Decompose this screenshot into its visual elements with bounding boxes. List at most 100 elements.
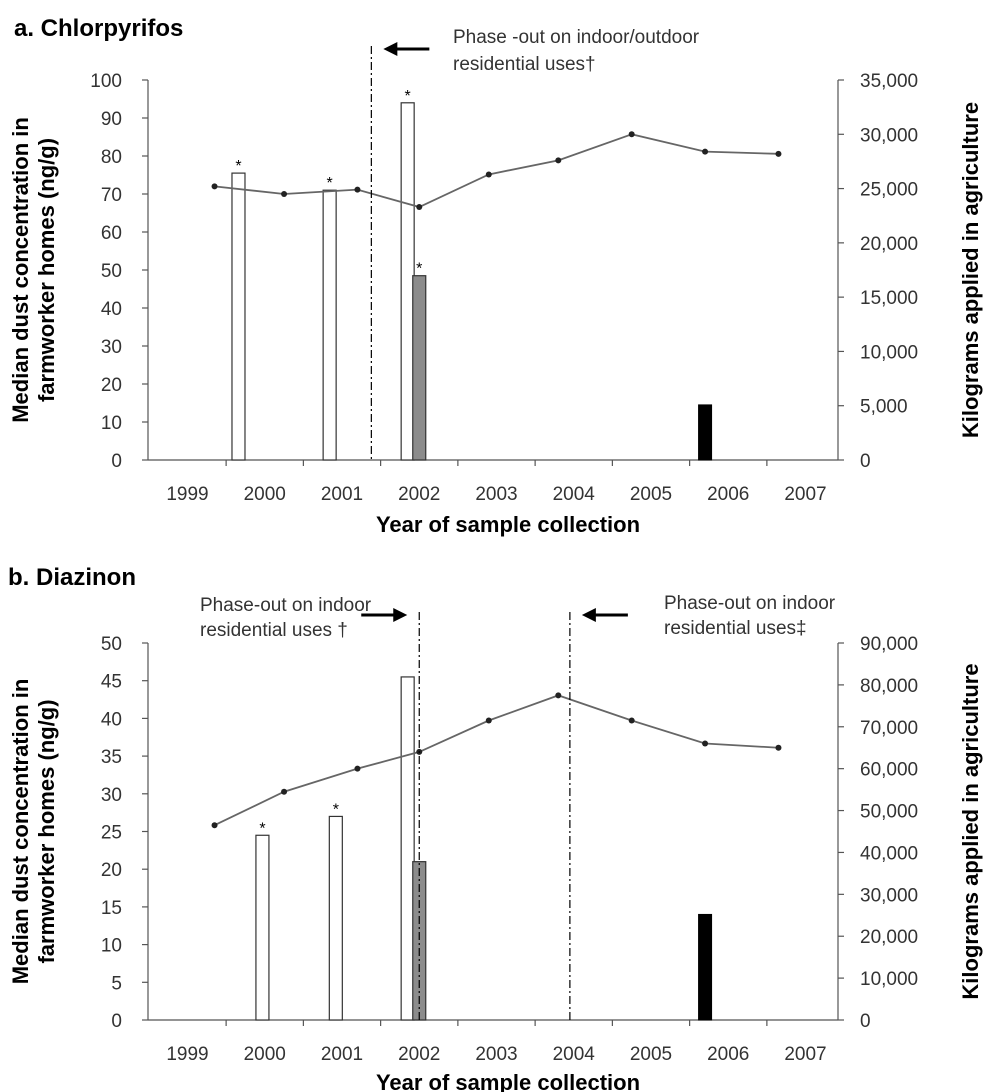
left-y-tick-label: 90 <box>101 109 122 130</box>
right-y-axis-title: Kilograms applied in agriculture <box>958 663 983 999</box>
kilograms-point <box>555 692 562 699</box>
left-y-tick-label: 20 <box>101 375 122 396</box>
x-tick-label: 1999 <box>166 1044 208 1065</box>
right-y-tick-label: 30,000 <box>860 885 918 906</box>
kilograms-point <box>211 822 218 829</box>
kilograms-point <box>211 183 218 190</box>
kilograms-line <box>214 694 779 827</box>
right-y-tick-label: 25,000 <box>860 180 918 201</box>
right-y-tick-label: 40,000 <box>860 843 918 864</box>
phase-out-label: residential uses‡ <box>664 618 807 639</box>
right-y-tick-label: 60,000 <box>860 760 918 781</box>
x-tick-label: 2006 <box>707 484 749 505</box>
right-y-tick-label: 10,000 <box>860 969 918 990</box>
right-y-tick-label: 0 <box>860 451 871 472</box>
x-tick-label: 2005 <box>630 1044 672 1065</box>
right-y-axis-title: Kilograms applied in agriculture <box>958 102 983 438</box>
right-y-tick-label: 80,000 <box>860 676 918 697</box>
phase-out-label: residential uses † <box>200 620 348 641</box>
left-y-axis-title-line: Median dust concentration in <box>8 117 33 423</box>
right-y-tick-label: 90,000 <box>860 634 918 655</box>
left-y-axis-title-line: Median dust concentration in <box>8 679 33 985</box>
left-y-tick-label: 45 <box>101 672 122 693</box>
kilograms-point <box>702 148 709 155</box>
left-y-axis-title: Median dust concentration infarmworker h… <box>8 117 59 423</box>
right-y-tick-label: 15,000 <box>860 288 918 309</box>
phase-out-label: Phase -out on indoor/outdoor <box>453 27 700 48</box>
panel-title: b. Diazinon <box>8 564 136 591</box>
significance-star: * <box>416 261 422 278</box>
right-y-tick-label: 20,000 <box>860 927 918 948</box>
bar-white <box>231 172 246 461</box>
left-y-axis-title: Median dust concentration infarmworker h… <box>8 679 59 985</box>
panel-title: a. Chlorpyrifos <box>14 15 183 42</box>
bar-white <box>400 676 415 1021</box>
left-y-tick-label: 70 <box>101 185 122 206</box>
x-tick-label: 2007 <box>784 484 826 505</box>
arrow-head-icon <box>581 608 596 622</box>
kilograms-point <box>628 131 635 138</box>
kilograms-line <box>214 133 779 208</box>
bar-black <box>698 404 713 461</box>
x-tick-label: 2003 <box>475 484 517 505</box>
right-y-tick-label: 0 <box>860 1011 871 1032</box>
bar-gray <box>412 275 427 461</box>
left-y-tick-label: 40 <box>101 299 122 320</box>
left-y-tick-label: 5 <box>111 973 122 994</box>
x-tick-label: 2002 <box>398 484 440 505</box>
left-y-tick-label: 25 <box>101 823 122 844</box>
left-y-axis-title-line: farmworker homes (ng/g) <box>34 699 59 963</box>
x-tick-label: 2003 <box>475 1044 517 1065</box>
significance-star: * <box>259 820 265 837</box>
kilograms-point <box>416 204 423 211</box>
left-y-tick-label: 50 <box>101 261 122 282</box>
kilograms-point <box>775 150 782 157</box>
right-y-tick-label: 70,000 <box>860 718 918 739</box>
left-y-tick-label: 10 <box>101 936 122 957</box>
right-y-tick-label: 5,000 <box>860 397 908 418</box>
chart-panel-diazinon: b. Diazinon 0 5 10 15 20 25 30 35 40 45 50 0 10,000 20… <box>8 564 983 1092</box>
kilograms-point <box>281 788 288 795</box>
left-y-tick-label: 80 <box>101 147 122 168</box>
kilograms-point <box>354 186 361 193</box>
left-y-tick-label: 50 <box>101 634 122 655</box>
significance-star: * <box>327 175 333 192</box>
significance-star: * <box>235 158 241 175</box>
kilograms-point <box>555 157 562 164</box>
x-tick-label: 2001 <box>321 1044 363 1065</box>
x-tick-label: 2004 <box>553 484 596 505</box>
x-tick-label: 1999 <box>166 484 208 505</box>
left-y-tick-label: 30 <box>101 785 122 806</box>
x-tick-label: 2000 <box>244 484 286 505</box>
right-y-tick-label: 30,000 <box>860 125 918 146</box>
x-tick-label: 2002 <box>398 1044 440 1065</box>
x-tick-label: 2000 <box>244 1044 286 1065</box>
phase-out-label: Phase-out on indoor <box>664 593 836 614</box>
bar-white <box>328 815 343 1021</box>
x-tick-label: 2007 <box>784 1044 826 1065</box>
bar-black <box>698 913 713 1021</box>
kilograms-point <box>485 171 492 178</box>
left-y-tick-label: 35 <box>101 747 122 768</box>
bar-white <box>322 189 337 461</box>
x-axis-title: Year of sample collection <box>376 1070 640 1092</box>
significance-star: * <box>333 801 339 818</box>
right-y-tick-label: 50,000 <box>860 802 918 823</box>
x-tick-label: 2005 <box>630 484 672 505</box>
right-y-tick-label: 35,000 <box>860 71 918 92</box>
left-y-tick-label: 60 <box>101 223 122 244</box>
kilograms-point <box>702 740 709 747</box>
kilograms-point <box>485 717 492 724</box>
phase-out-label: residential uses† <box>453 54 596 75</box>
x-tick-label: 2004 <box>553 1044 596 1065</box>
kilograms-point <box>354 765 361 772</box>
chart-panel-chlorpyrifos: a. Chlorpyrifos 0 10 20 30 40 50 60 70 80 90 100 0 5,… <box>8 15 983 537</box>
x-tick-label: 2001 <box>321 484 363 505</box>
left-y-tick-label: 0 <box>111 1011 122 1032</box>
kilograms-point <box>775 744 782 751</box>
significance-star: * <box>405 88 411 105</box>
right-y-tick-label: 20,000 <box>860 234 918 255</box>
arrow-head-icon <box>393 608 408 622</box>
kilograms-point <box>281 191 288 197</box>
